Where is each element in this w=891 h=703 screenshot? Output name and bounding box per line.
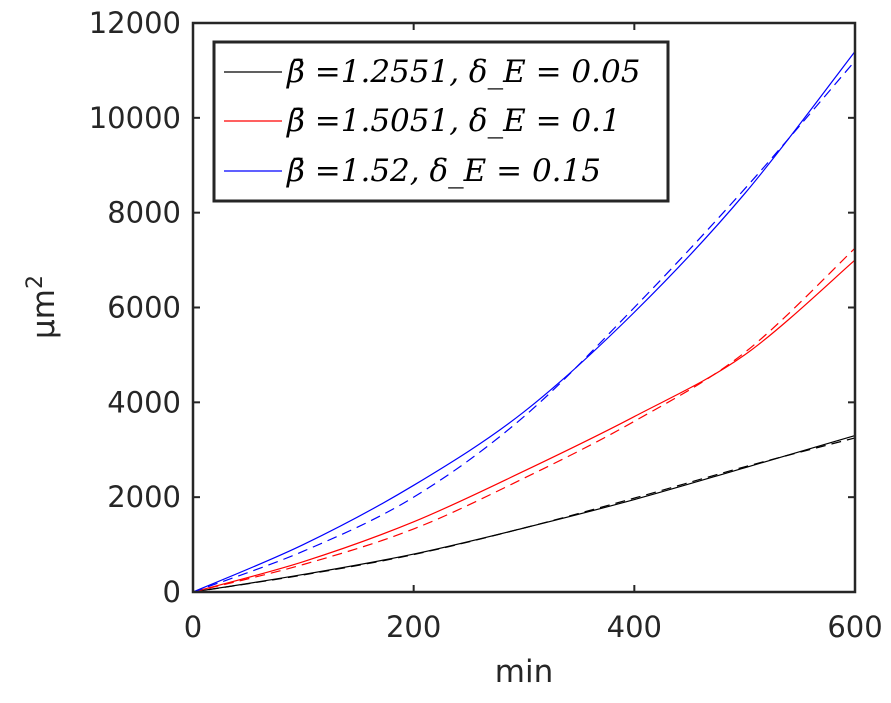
x-tick-label: 0 (184, 610, 202, 644)
y-axis-title-superscript: 2 (23, 275, 48, 289)
y-tick-label: 2000 (107, 480, 181, 514)
y-tick-label: 6000 (107, 291, 181, 325)
legend-label-red: β̄ =1.5051, δ_E = 0.1 (286, 103, 621, 139)
plot-frame (191, 21, 857, 594)
legend: β̄ =1.2551, δ_E = 0.05 β̄ =1.5051, δ_E =… (212, 40, 670, 203)
series-line-dashed-3 (192, 247, 856, 593)
legend-label-black: β̄ =1.2551, δ_E = 0.05 (286, 54, 640, 90)
x-axis-title: min (495, 654, 553, 690)
legend-label-blue: β̄ =1.52, δ_E = 0.15 (286, 153, 601, 189)
series-line-dashed-1 (192, 437, 856, 593)
series-lines (192, 51, 856, 593)
y-tick-label: 0 (163, 575, 181, 609)
x-tick-label: 400 (607, 610, 662, 644)
series-line-solid-2 (192, 259, 856, 593)
x-tick-label: 600 (827, 610, 882, 644)
legend-box (212, 40, 670, 203)
y-axis-title: μm2 (23, 275, 62, 339)
y-tick-label: 4000 (107, 385, 181, 419)
x-tick-label: 200 (386, 610, 441, 644)
y-tick-label: 10000 (89, 101, 181, 135)
series-line-solid-4 (192, 51, 856, 593)
y-axis-title-base: μm (26, 289, 62, 339)
y-tick-label: 8000 (107, 196, 181, 230)
y-tick-label: 12000 (89, 6, 181, 40)
